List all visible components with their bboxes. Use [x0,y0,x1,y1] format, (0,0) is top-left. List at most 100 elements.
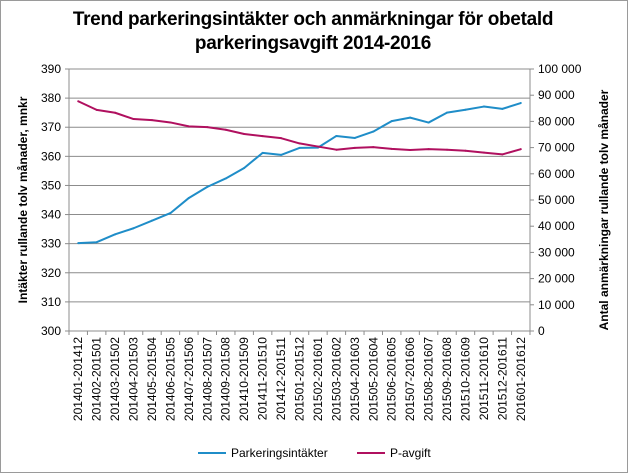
x-tick-label: 201507-201606 [403,337,417,421]
data-point [427,121,430,124]
x-tick-label: 201508-201607 [422,337,436,421]
data-point [464,149,467,152]
x-tick-label: 201407-201506 [182,337,196,421]
x-tick-label: 201408-201507 [200,337,214,421]
data-point [280,137,283,140]
x-tick-label: 201510-201609 [458,337,472,421]
legend-label: Parkeringsintäkter [231,446,328,460]
data-point [298,146,301,149]
y-right-tick-label: 80 000 [538,114,575,128]
x-tick-label: 201409-201508 [219,337,233,421]
x-tick-label: 201404-201503 [127,337,141,421]
series-line-p-avgift [77,100,522,156]
data-point [224,177,227,180]
x-tick-label: 201504-201603 [348,337,362,421]
data-point [150,119,153,122]
data-point [390,147,393,150]
y-right-tick-label: 40 000 [538,219,575,233]
chart-title-line-2: parkeringsavgift 2014-2016 [194,33,432,54]
x-tick-label: 201502-201601 [311,337,325,421]
y-right-tick-label: 20 000 [538,272,575,286]
data-point [114,233,117,236]
data-point [335,148,338,151]
y-left-tick-label: 380 [41,91,61,105]
x-tick-label: 201511-201610 [477,337,491,421]
y-left-tick-label: 340 [41,208,61,222]
y-left-tick-label: 300 [41,324,61,338]
x-tick-label: 201406-201505 [163,337,177,421]
data-point [206,126,209,129]
data-point [335,134,338,137]
data-point [353,136,356,139]
x-tick-label: 201501-201512 [293,337,307,421]
x-tick-label: 201503-201602 [329,337,343,421]
y-right-tick-label: 30 000 [538,245,575,259]
x-tick-label: 201505-201604 [366,337,380,421]
data-point [95,108,98,111]
y-left-tick-label: 310 [41,295,61,309]
y-left-tick-label: 390 [41,62,61,76]
x-tick-label: 201403-201502 [108,337,122,421]
data-point [224,128,227,131]
data-point [464,108,467,111]
data-point [261,151,264,154]
x-tick-label: 201506-201605 [385,337,399,421]
data-point [390,120,393,123]
y-right-tick-label: 70 000 [538,141,575,155]
y-left-axis-title: Intäkter rullande tolv månader, mnkr [16,96,30,303]
y-left-tick-label: 330 [41,237,61,251]
chart-title: Trend parkeringsintäkter och anmärkninga… [0,8,626,56]
y-left-tick-label: 350 [41,178,61,192]
data-point [77,100,80,103]
data-point [519,102,522,105]
data-point [446,111,449,114]
y-left-tick-label: 370 [41,120,61,134]
y-right-tick-label: 100 000 [538,62,582,76]
data-point [169,212,172,215]
y-right-tick-label: 10 000 [538,298,575,312]
data-point [261,135,264,138]
legend-label: P-avgift [390,446,431,460]
data-point [280,153,283,156]
y-left-tick-label: 360 [41,149,61,163]
data-point [298,142,301,145]
data-point [132,118,135,121]
x-tick-label: 201512-201611 [495,337,509,421]
x-tick-label: 201402-201501 [90,337,104,421]
x-tick-label: 201411-201510 [256,337,270,421]
y-right-tick-label: 50 000 [538,193,575,207]
x-tick-label: 201405-201504 [145,337,159,421]
data-point [95,241,98,244]
data-point [187,196,190,199]
data-point [114,111,117,114]
data-point [353,146,356,149]
data-point [482,105,485,108]
y-right-tick-label: 0 [538,324,545,338]
data-point [77,242,80,245]
data-point [206,185,209,188]
y-right-tick-label: 60 000 [538,167,575,181]
data-point [169,121,172,124]
data-point [243,132,246,135]
y-right-tick-label: 90 000 [538,88,575,102]
x-tick-label: 201401-201412 [71,337,85,421]
x-tick-label: 201410-201509 [237,337,251,421]
data-point [409,148,412,151]
data-point [519,148,522,151]
data-point [150,219,153,222]
data-point [501,153,504,156]
x-tick-label: 201412-201511 [274,337,288,421]
data-point [409,116,412,119]
x-tick-label: 201509-201608 [440,337,454,421]
data-point [316,145,319,148]
data-point [372,146,375,149]
data-point [446,148,449,151]
data-point [427,148,430,151]
data-point [482,151,485,154]
y-right-axis-title: Antal anmärkningar rullande tolv månader [597,89,611,330]
chart-title-line-1: Trend parkeringsintäkter och anmärkninga… [72,9,554,30]
x-tick-label: 201601-201612 [514,337,528,421]
data-point [187,125,190,128]
